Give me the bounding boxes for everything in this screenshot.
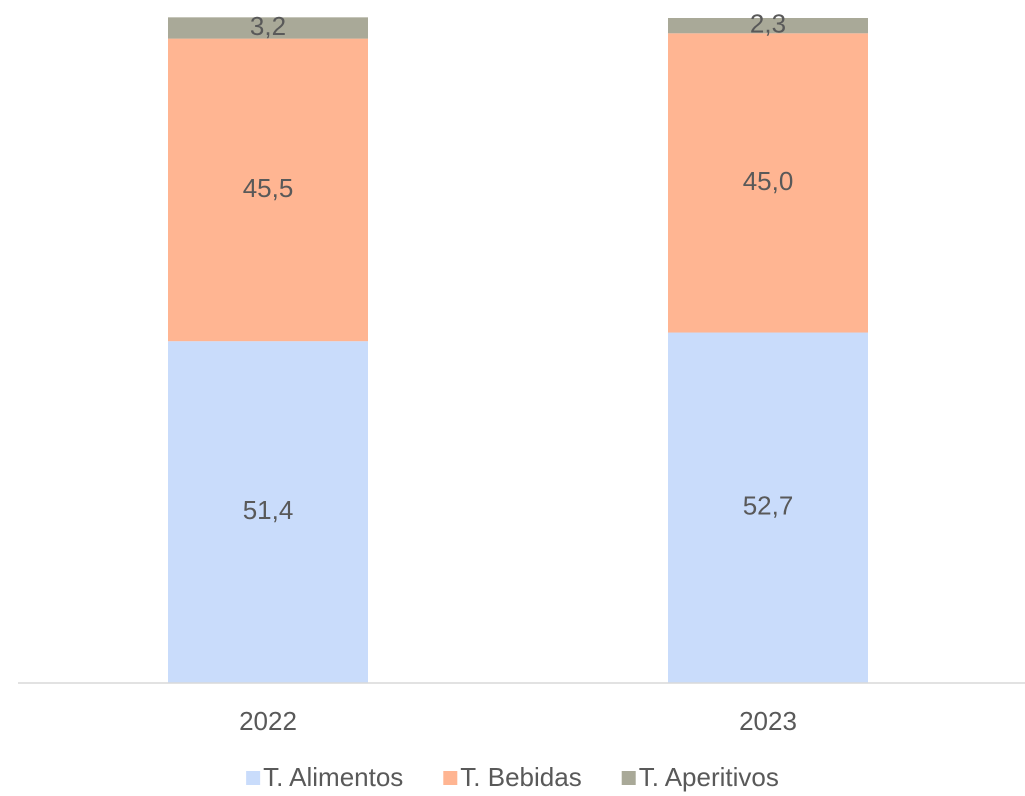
legend-label: T. Aperitivos <box>639 762 779 792</box>
data-label: 45,5 <box>243 173 294 203</box>
data-label: 52,7 <box>743 491 794 521</box>
legend-swatch <box>621 771 636 785</box>
bar-segment <box>668 332 868 683</box>
bar-segment <box>668 33 868 333</box>
legend-label: T. Bebidas <box>460 762 581 792</box>
data-label: 45,0 <box>743 166 794 196</box>
legend-swatch <box>443 771 458 785</box>
x-tick-label: 2022 <box>239 706 297 736</box>
bar-segment <box>168 38 368 342</box>
legend-label: T. Alimentos <box>263 762 403 792</box>
bar-segment <box>168 17 368 39</box>
data-label: 51,4 <box>243 495 294 525</box>
data-label: 3,2 <box>250 11 286 41</box>
x-tick-label: 2023 <box>739 706 797 736</box>
bar-segment <box>168 341 368 683</box>
bar-segment <box>668 18 868 34</box>
data-label: 2,3 <box>750 9 786 39</box>
legend-swatch <box>246 771 261 785</box>
